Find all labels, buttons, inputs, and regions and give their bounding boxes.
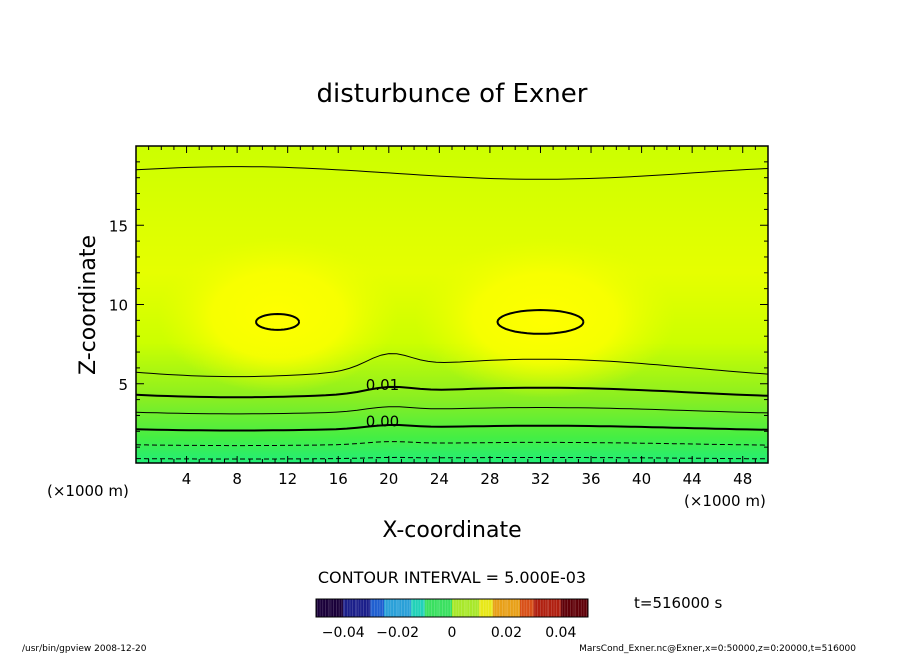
colorbar-segment-18	[560, 599, 575, 617]
colorbar-segment-16	[533, 599, 548, 617]
plot-area	[136, 146, 768, 463]
x-tick-label-1: 8	[232, 470, 242, 488]
contour-label-1: 0.00	[366, 413, 399, 431]
footer-right: MarsCond_Exner.nc@Exner,x=0:50000,z=0:20…	[579, 644, 856, 654]
colorbar-segment-10	[452, 599, 466, 617]
x-axis: 4 8 12 16 20 24 28 32 36 40 44 48	[148, 146, 756, 488]
colorbar-segment-17	[547, 599, 561, 617]
colorbar-segment-9	[438, 599, 452, 617]
colorbar-segment-1	[329, 599, 344, 617]
colorbar-segment-15	[520, 599, 534, 617]
x-tick-label-8: 36	[581, 470, 600, 488]
x-tick-label-5: 24	[430, 470, 449, 488]
footer-left: /usr/bin/gpview 2008-12-20	[22, 644, 147, 654]
colorbar-frame	[315, 598, 589, 618]
x-unit-right: (×1000 m)	[684, 492, 766, 510]
colorbar-segment-11	[465, 599, 480, 617]
colorbar	[315, 598, 589, 618]
x-unit-left: (×1000 m)	[47, 482, 129, 500]
contour-lines	[136, 166, 768, 460]
contour-lower-a	[136, 406, 768, 415]
contour-0.01	[136, 385, 768, 399]
colorbar-segment-2	[343, 599, 357, 617]
colorbar-tick-label-4: 0.04	[545, 625, 576, 641]
x-tick-label-2: 12	[278, 470, 297, 488]
x-tick-label-9: 40	[632, 470, 651, 488]
colorbar-segment-13	[492, 599, 507, 617]
y-axis: 5 10 15	[109, 161, 768, 448]
contour-labels: 0.01 0.00	[366, 376, 399, 431]
contour-max-right	[496, 308, 585, 335]
x-tick-label-6: 28	[480, 470, 499, 488]
contour-negative-a	[136, 441, 768, 447]
colorbar-segment-19	[574, 599, 588, 617]
colorbar-segment-3	[356, 599, 371, 617]
x-tick-label-11: 48	[733, 470, 752, 488]
colorbar-ticks: −0.04 −0.02 0 0.02 0.04	[322, 625, 577, 641]
maximum-blob-right	[415, 238, 675, 398]
colorbar-segment-12	[479, 599, 493, 617]
x-tick-label-7: 32	[531, 470, 550, 488]
x-tick-label-3: 16	[329, 470, 348, 488]
colorbar-tick-label-1: −0.02	[376, 625, 419, 641]
y-axis-label: Z-coordinate	[76, 235, 101, 375]
y-tick-label-1: 10	[109, 297, 128, 315]
chart-title: disturbunce of Exner	[317, 79, 588, 109]
contour-negative-b	[136, 456, 768, 460]
x-tick-label-4: 20	[379, 470, 398, 488]
contour-upper	[136, 166, 768, 180]
colorbar-segment-14	[506, 599, 520, 617]
colorbar-segment-6	[397, 599, 412, 617]
colorbar-tick-label-2: 0	[448, 625, 457, 641]
colorbar-tick-label-0: −0.04	[322, 625, 365, 641]
time-label: t=516000 s	[634, 594, 722, 612]
x-axis-label: X-coordinate	[382, 518, 521, 543]
colorbar-segment-0	[316, 599, 330, 617]
colorbar-segment-7	[411, 599, 425, 617]
contour-label-0: 0.01	[366, 376, 399, 394]
y-tick-label-2: 15	[109, 217, 128, 235]
colorbar-tick-label-3: 0.02	[491, 625, 522, 641]
contour-max-left	[255, 312, 301, 331]
contour-interval: CONTOUR INTERVAL = 5.000E-03	[318, 568, 586, 587]
x-tick-label-10: 44	[683, 470, 702, 488]
y-tick-label-0: 5	[118, 376, 128, 394]
colorbar-segment-4	[370, 599, 384, 617]
x-tick-label-0: 4	[182, 470, 192, 488]
contour-0.00	[136, 424, 768, 432]
colorbar-segment-5	[384, 599, 398, 617]
contour-mid	[136, 353, 768, 378]
colorbar-segment-8	[424, 599, 439, 617]
